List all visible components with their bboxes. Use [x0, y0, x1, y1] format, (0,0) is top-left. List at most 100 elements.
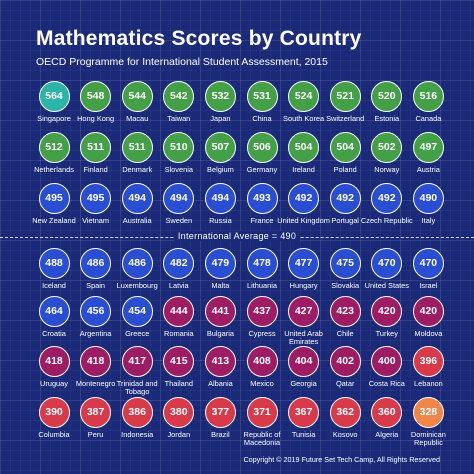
score-bubble-russia: 494	[204, 182, 236, 214]
country-label-republic-of-macedonia: Republic of Macedonia	[243, 429, 281, 447]
country-label-finland: Finland	[83, 164, 108, 174]
score-bubble-germany: 506	[246, 131, 278, 163]
score-bubble-iceland: 488	[38, 247, 70, 279]
country-label-greece: Greece	[125, 328, 150, 338]
country-label-lithuania: Lithuania	[247, 280, 277, 290]
country-label-spain: Spain	[86, 280, 106, 290]
country-label-united-kingdom: United Kingdom	[277, 215, 330, 225]
score-bubble-hong-kong: 548	[80, 80, 112, 112]
score-bubble-romania: 444	[163, 295, 195, 327]
country-label-indonesia: Indonesia	[121, 429, 154, 439]
score-bubble-italy: 490	[412, 182, 444, 214]
score-bubble-lebanon: 396	[412, 345, 444, 377]
score-bubble-tunisia: 367	[288, 396, 320, 428]
score-bubble-taiwan: 542	[163, 80, 195, 112]
score-bubble-switzerland: 521	[329, 80, 361, 112]
average-label-text: International Average = 490	[173, 231, 301, 241]
country-label-jordan: Jordan	[167, 429, 191, 439]
country-label-costa-rica: Costa Rica	[368, 378, 405, 388]
score-bubble-luxembourg: 486	[121, 247, 153, 279]
score-bubble-dominican-republic: 328	[412, 396, 444, 428]
score-bubble-croatia: 464	[38, 295, 70, 327]
country-label-romania: Romania	[164, 328, 194, 338]
score-bubble-china: 531	[246, 80, 278, 112]
score-bubble-georgia: 404	[288, 345, 320, 377]
country-label-vietnam: Vietnam	[82, 215, 110, 225]
score-bubble-lithuania: 478	[246, 247, 278, 279]
score-bubble-montenegro: 418	[80, 345, 112, 377]
country-label-netherlands: Netherlands	[34, 164, 74, 174]
average-label: International Average = 490	[0, 231, 474, 241]
score-bubble-estonia: 520	[371, 80, 403, 112]
country-label-algeria: Algeria	[375, 429, 399, 439]
country-label-sweden: Sweden	[165, 215, 193, 225]
country-label-ireland: Ireland	[292, 164, 315, 174]
score-bubble-netherlands: 512	[38, 131, 70, 163]
score-bubble-albania: 413	[204, 345, 236, 377]
average-divider-line	[0, 237, 474, 238]
score-bubble-united-arab-emirates: 427	[288, 295, 320, 327]
score-bubble-qatar: 402	[329, 345, 361, 377]
score-bubble-brazil: 377	[204, 396, 236, 428]
country-label-georgia: Georgia	[290, 378, 317, 388]
country-label-hungary: Hungary	[289, 280, 318, 290]
country-label-hong-kong: Hong Kong	[77, 113, 115, 123]
score-bubble-algeria: 360	[371, 396, 403, 428]
score-bubble-mexico: 408	[246, 345, 278, 377]
score-bubble-greece: 454	[121, 295, 153, 327]
score-bubble-australia: 494	[121, 182, 153, 214]
score-bubble-portugal: 492	[329, 182, 361, 214]
score-bubble-cypress: 437	[246, 295, 278, 327]
score-bubble-norway: 502	[371, 131, 403, 163]
chart-title: Mathematics Scores by Country	[36, 27, 362, 50]
country-label-macau: Macau	[126, 113, 149, 123]
country-label-south-korea: South Korea	[283, 113, 325, 123]
score-bubble-columbia: 390	[38, 396, 70, 428]
country-label-poland: Poland	[333, 164, 357, 174]
copyright-footer: Copyright © 2019 Future Set Tech Camp, A…	[243, 455, 440, 464]
country-label-moldova: Moldova	[414, 328, 443, 338]
score-bubble-ireland: 504	[288, 131, 320, 163]
country-label-austria: Austria	[416, 164, 440, 174]
country-label-luxembourg: Luxembourg	[116, 280, 158, 290]
country-label-albania: Albania	[208, 378, 233, 388]
score-bubble-belgium: 507	[204, 131, 236, 163]
country-label-norway: Norway	[374, 164, 400, 174]
score-bubble-kosovo: 362	[329, 396, 361, 428]
score-bubble-malta: 479	[204, 247, 236, 279]
score-bubble-vietnam: 495	[80, 182, 112, 214]
score-bubble-poland: 504	[329, 131, 361, 163]
score-bubble-finland: 511	[80, 131, 112, 163]
country-label-iceland: Iceland	[42, 280, 66, 290]
country-label-switzerland: Switzerland	[326, 113, 365, 123]
score-bubble-czech-republic: 492	[371, 182, 403, 214]
country-label-japan: Japan	[210, 113, 231, 123]
country-label-taiwan: Taiwan	[167, 113, 191, 123]
country-label-lebanon: Lebanon	[414, 378, 443, 388]
score-bubble-slovenia: 510	[163, 131, 195, 163]
score-bubble-hungary: 477	[288, 247, 320, 279]
country-label-denmark: Denmark	[122, 164, 153, 174]
country-label-italy: Italy	[421, 215, 436, 225]
score-bubble-turkey: 420	[371, 295, 403, 327]
country-label-qatar: Qatar	[335, 378, 355, 388]
score-bubble-indonesia: 386	[121, 396, 153, 428]
score-bubble-uruguay: 418	[38, 345, 70, 377]
country-label-latvia: Latvia	[168, 280, 189, 290]
score-bubble-trinidad-and-tobago: 417	[121, 345, 153, 377]
score-bubble-sweden: 494	[163, 182, 195, 214]
country-label-germany: Germany	[246, 164, 278, 174]
country-label-tunisia: Tunisia	[291, 429, 316, 439]
country-label-china: China	[252, 113, 272, 123]
country-label-peru: Peru	[87, 429, 104, 439]
score-bubble-denmark: 511	[121, 131, 153, 163]
country-label-czech-republic: Czech Republic	[360, 215, 413, 225]
country-label-dominican-republic: Dominican Republic	[410, 429, 446, 447]
chart-subtitle: OECD Programme for International Student…	[36, 56, 328, 68]
country-label-mexico: Mexico	[250, 378, 274, 388]
country-label-estonia: Estonia	[374, 113, 400, 123]
country-label-trinidad-and-tobago: Trinidad and Tobago	[116, 378, 158, 396]
score-bubble-bulgaria: 441	[204, 295, 236, 327]
country-label-malta: Malta	[211, 280, 230, 290]
